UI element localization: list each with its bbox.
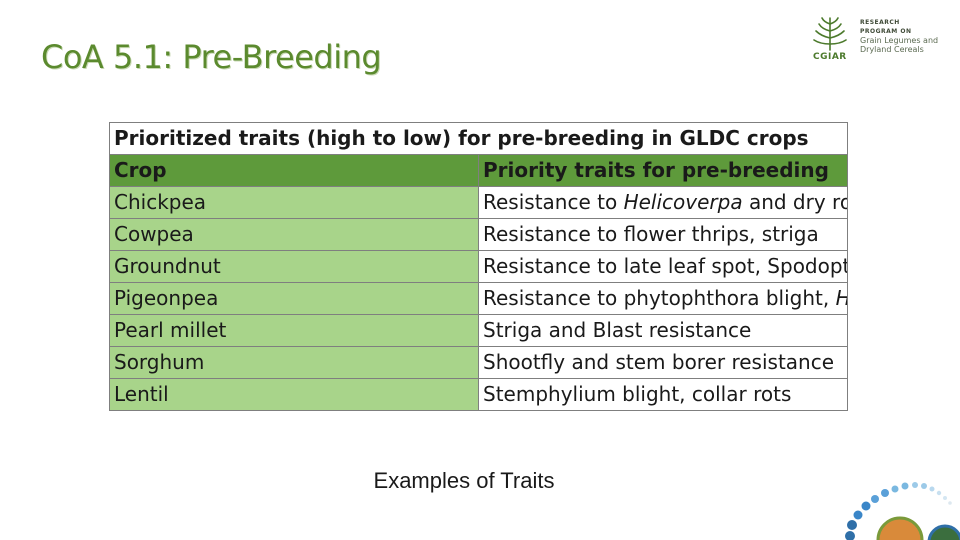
trait-text: and dry root rot xyxy=(748,190,847,214)
header-traits: Priority traits for pre-breeding xyxy=(478,154,848,187)
decor-dot xyxy=(871,495,879,503)
table-row: Cowpea Resistance to flower thrips, strig… xyxy=(109,218,848,251)
decor-dot xyxy=(943,496,947,500)
crop-cell: Pigeonpea xyxy=(109,282,479,315)
trait-cell: Resistance to flower thrips, striga xyxy=(478,218,848,251)
trait-cell: Shootfly and stem borer resistance xyxy=(478,346,848,379)
table-row: Sorghum Shootfly and stem borer resistanc… xyxy=(109,346,848,379)
trait-cell: Resistance to late leaf spot, Spodoptera xyxy=(478,250,848,283)
decor-dot xyxy=(901,482,909,490)
table-caption-row: Prioritized traits (high to low) for pre… xyxy=(109,122,848,155)
table-row: Lentil Stemphylium blight, collar rots xyxy=(109,378,848,411)
decor-dot xyxy=(912,482,918,488)
trait-text: Resistance to xyxy=(483,190,624,214)
trait-text: Shootfly and stem borer resistance xyxy=(483,350,835,374)
decorative-dots-graphic xyxy=(845,482,960,540)
logo-line-3: Grain Legumes and xyxy=(860,36,939,45)
cgiar-logo: CGIAR RESEARCH PROGRAM ON Grain Legumes … xyxy=(810,14,950,64)
crop-cell: Cowpea xyxy=(109,218,479,251)
trait-text-italic: Helicoverpa xyxy=(836,286,847,310)
trait-cell: Stemphylium blight, collar rots xyxy=(478,378,848,411)
decor-dot xyxy=(847,520,857,530)
trait-text: Resistance to phytophthora blight, xyxy=(483,286,836,310)
logo-line-2: PROGRAM ON xyxy=(860,28,912,35)
decor-dot xyxy=(845,531,855,540)
decor-dot xyxy=(853,510,863,520)
trait-cell: Resistance to phytophthora blight, Helic… xyxy=(478,282,848,315)
crop-cell: Sorghum xyxy=(109,346,479,379)
trait-text-italic: Helicoverpa xyxy=(623,190,743,214)
header-crop: Crop xyxy=(109,154,479,187)
crop-cell: Groundnut xyxy=(109,250,479,283)
crop-cell: Lentil xyxy=(109,378,479,411)
table-header-row: Crop Priority traits for pre-breeding xyxy=(109,154,848,187)
trait-text: Resistance to flower thrips, striga xyxy=(483,222,819,246)
decor-dot xyxy=(936,490,942,496)
decor-dot xyxy=(929,486,935,492)
logo-program-text: RESEARCH PROGRAM ON Grain Legumes and Dr… xyxy=(860,18,950,54)
logo-line-4: Dryland Cereals xyxy=(860,45,924,54)
trait-text: Striga and Blast resistance xyxy=(483,318,752,342)
table-row: Chickpea Resistance to Helicoverpa and dr… xyxy=(109,186,848,219)
slide-caption: Examples of Traits xyxy=(373,468,555,493)
table-row: Pigeonpea Resistance to phytophthora blig… xyxy=(109,282,848,315)
traits-table: Prioritized traits (high to low) for pre… xyxy=(109,122,848,411)
trait-cell: Resistance to Helicoverpa and dry root r… xyxy=(478,186,848,219)
trait-cell: Striga and Blast resistance xyxy=(478,314,848,347)
decor-dot xyxy=(921,483,927,489)
logo-line-1: RESEARCH xyxy=(860,19,900,26)
table-caption: Prioritized traits (high to low) for pre… xyxy=(109,122,848,155)
table-row: Groundnut Resistance to late leaf spot, S… xyxy=(109,250,848,283)
decor-dot xyxy=(891,485,899,493)
trait-text: Stemphylium blight, collar rots xyxy=(483,382,792,406)
decor-dot xyxy=(861,501,871,511)
logo-org-text: CGIAR xyxy=(813,52,847,62)
crop-cell: Pearl millet xyxy=(109,314,479,347)
crop-cell: Chickpea xyxy=(109,186,479,219)
wheat-logo-icon xyxy=(813,17,847,51)
decor-dot xyxy=(948,501,952,505)
slide-title: CoA 5.1: Pre-Breeding xyxy=(41,38,382,76)
decor-dot xyxy=(881,489,889,497)
table-row: Pearl millet Striga and Blast resistance xyxy=(109,314,848,347)
trait-text: Resistance to late leaf spot, Spodoptera xyxy=(483,254,848,278)
